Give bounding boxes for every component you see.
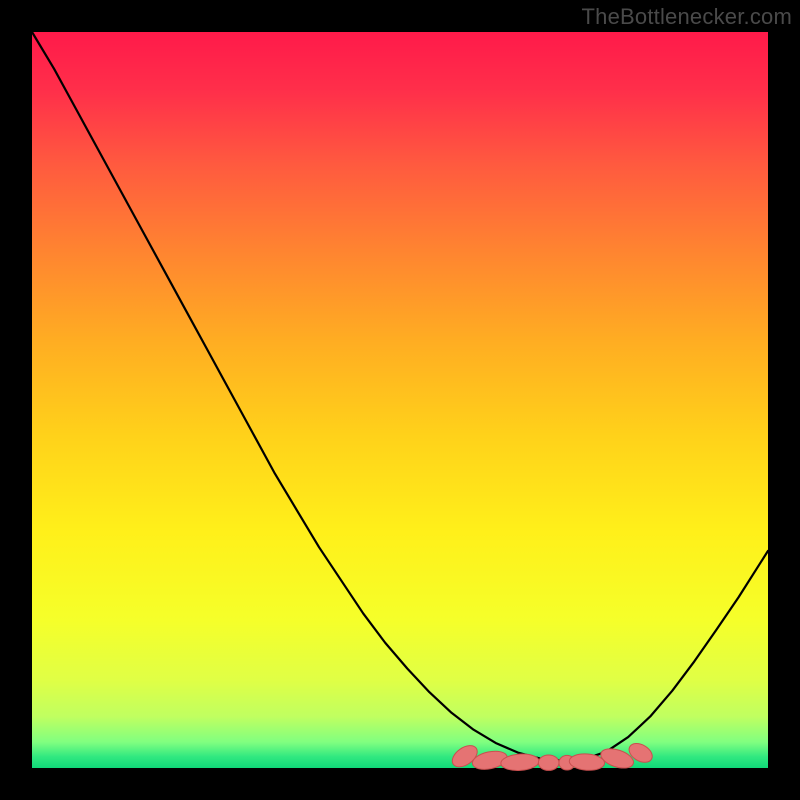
watermark-text: TheBottlenecker.com — [582, 4, 792, 30]
bottleneck-curve-chart — [0, 0, 800, 800]
marker-blob — [538, 755, 559, 770]
chart-stage: TheBottlenecker.com — [0, 0, 800, 800]
plot-background — [32, 32, 768, 768]
